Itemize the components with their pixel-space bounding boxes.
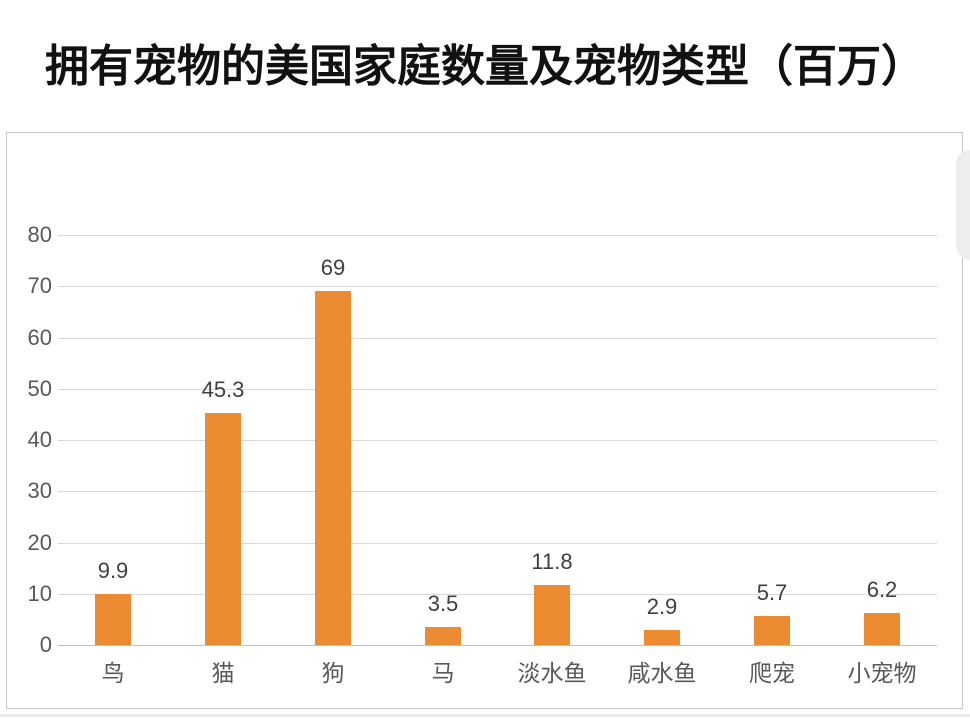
chart-title: 拥有宠物的美国家庭数量及宠物类型（百万） <box>45 42 925 91</box>
chart-panel <box>6 132 963 709</box>
watermark <box>956 150 970 260</box>
page-edge-divider <box>0 714 970 717</box>
